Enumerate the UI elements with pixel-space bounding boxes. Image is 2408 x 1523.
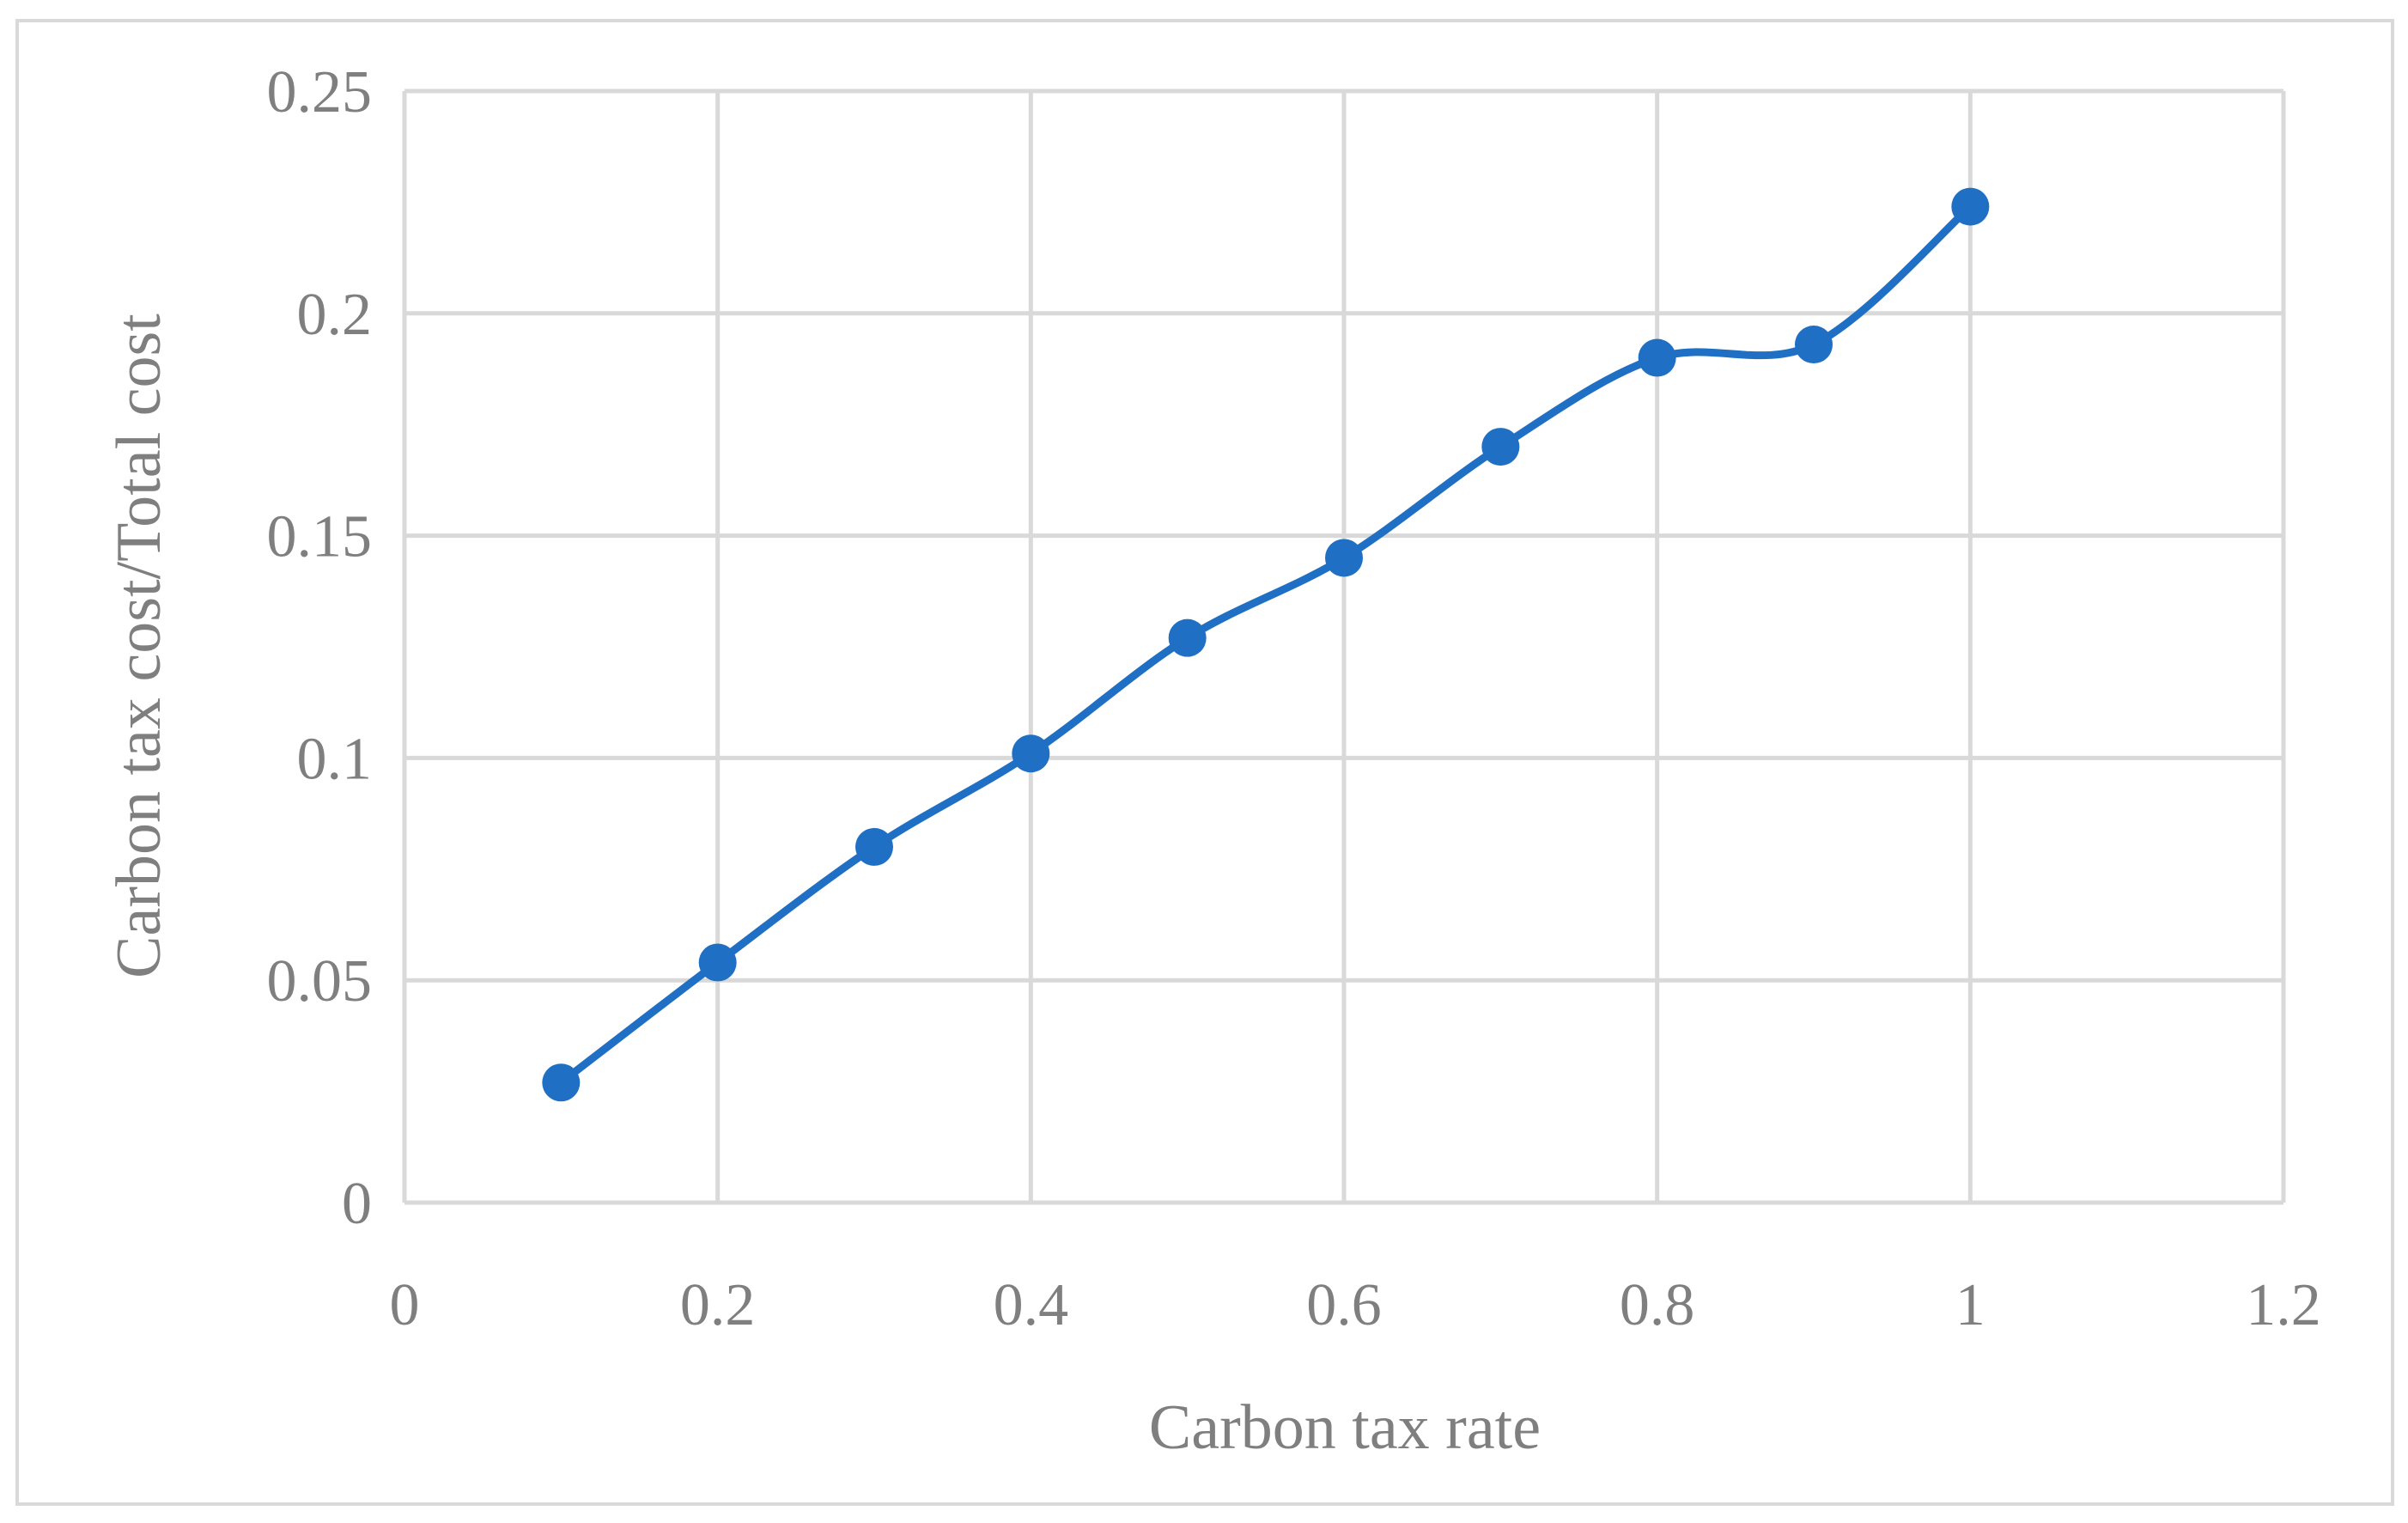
x-axis-title: Carbon tax rate [1149, 1392, 1541, 1463]
gridlines [402, 88, 2286, 1205]
data-point [698, 943, 737, 982]
x-tick-label: 0.6 [1306, 1272, 1382, 1338]
series-line [556, 203, 1974, 1087]
x-tick-label: 0.4 [994, 1272, 1069, 1338]
data-point [1168, 618, 1207, 657]
x-axis-ticks: 0 0.2 0.4 0.6 0.8 1 1.2 [390, 1272, 2321, 1338]
y-tick-label: 0.1 [297, 726, 373, 792]
data-point [1012, 734, 1050, 773]
data-point [855, 827, 893, 866]
y-tick-label: 0.25 [267, 59, 373, 125]
y-tick-label: 0.15 [267, 504, 373, 570]
x-tick-label: 0 [390, 1272, 420, 1338]
y-axis-ticks: 0 0.05 0.1 0.15 0.2 0.25 [267, 59, 373, 1237]
data-point [1795, 326, 1833, 364]
data-point [1481, 428, 1520, 466]
x-tick-label: 0.2 [680, 1272, 756, 1338]
data-point [542, 1063, 581, 1102]
x-tick-label: 1.2 [2246, 1272, 2321, 1338]
y-tick-label: 0.05 [267, 948, 373, 1014]
y-tick-label: 0 [342, 1171, 372, 1237]
y-tick-label: 0.2 [297, 282, 373, 348]
x-tick-label: 1 [1955, 1272, 1985, 1338]
data-point [1951, 187, 1990, 226]
data-points [542, 187, 1990, 1102]
data-point [1325, 539, 1363, 577]
x-tick-label: 0.8 [1620, 1272, 1695, 1338]
chart-frame [15, 19, 2394, 1506]
y-axis-title: Carbon tax cost/Total cost [104, 314, 174, 978]
data-point [1638, 338, 1676, 377]
